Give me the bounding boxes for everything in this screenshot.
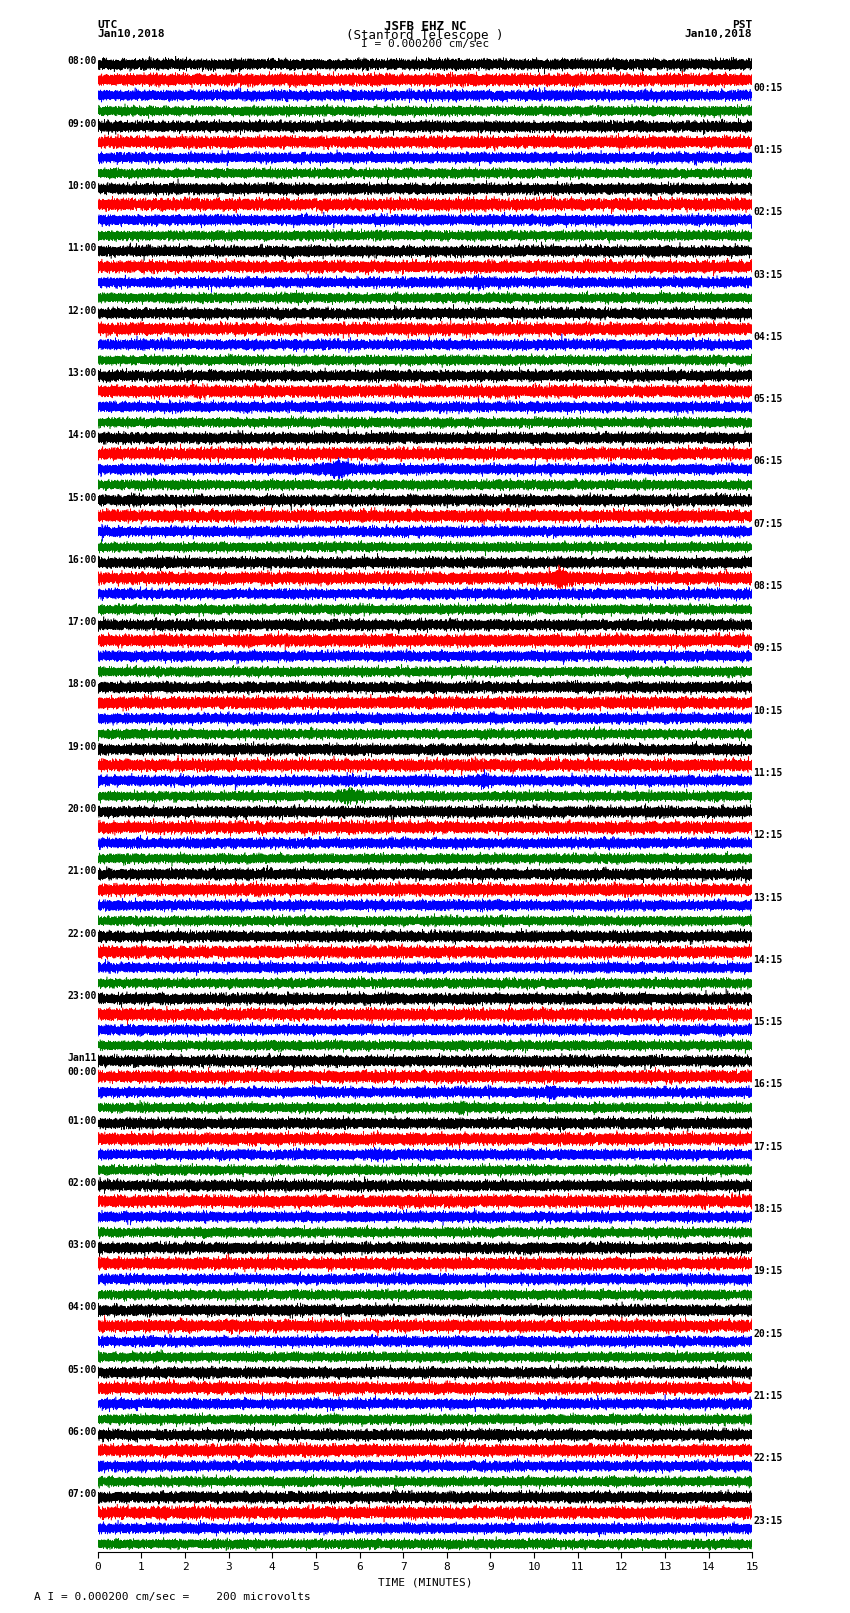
Text: 19:15: 19:15 (754, 1266, 783, 1276)
Text: 14:15: 14:15 (754, 955, 783, 965)
Text: 18:00: 18:00 (67, 679, 96, 689)
Text: 02:00: 02:00 (67, 1177, 96, 1187)
Text: PST: PST (732, 19, 752, 31)
Text: UTC: UTC (98, 19, 118, 31)
Text: (Stanford Telescope ): (Stanford Telescope ) (346, 29, 504, 42)
Text: 05:15: 05:15 (754, 394, 783, 405)
Text: 21:15: 21:15 (754, 1390, 783, 1402)
Text: 03:00: 03:00 (67, 1240, 96, 1250)
Text: 01:00: 01:00 (67, 1116, 96, 1126)
Text: 09:15: 09:15 (754, 644, 783, 653)
Text: 17:00: 17:00 (67, 618, 96, 627)
X-axis label: TIME (MINUTES): TIME (MINUTES) (377, 1578, 473, 1587)
Text: 20:00: 20:00 (67, 805, 96, 815)
Text: I = 0.000200 cm/sec: I = 0.000200 cm/sec (361, 39, 489, 48)
Text: 04:15: 04:15 (754, 332, 783, 342)
Text: 13:00: 13:00 (67, 368, 96, 377)
Text: 23:15: 23:15 (754, 1516, 783, 1526)
Text: 18:15: 18:15 (754, 1203, 783, 1215)
Text: 20:15: 20:15 (754, 1329, 783, 1339)
Text: 15:00: 15:00 (67, 492, 96, 503)
Text: JSFB EHZ NC: JSFB EHZ NC (383, 19, 467, 34)
Text: 13:15: 13:15 (754, 892, 783, 903)
Text: 07:15: 07:15 (754, 519, 783, 529)
Text: 05:00: 05:00 (67, 1365, 96, 1374)
Text: 02:15: 02:15 (754, 206, 783, 218)
Text: 06:00: 06:00 (67, 1428, 96, 1437)
Text: 08:15: 08:15 (754, 581, 783, 590)
Text: 19:00: 19:00 (67, 742, 96, 752)
Text: 22:15: 22:15 (754, 1453, 783, 1463)
Text: 10:15: 10:15 (754, 705, 783, 716)
Text: 17:15: 17:15 (754, 1142, 783, 1152)
Text: 00:15: 00:15 (754, 82, 783, 92)
Text: 11:15: 11:15 (754, 768, 783, 777)
Text: Jan10,2018: Jan10,2018 (98, 29, 165, 39)
Text: 01:15: 01:15 (754, 145, 783, 155)
Text: 23:00: 23:00 (67, 990, 96, 1002)
Text: 06:15: 06:15 (754, 456, 783, 466)
Text: 07:00: 07:00 (67, 1489, 96, 1500)
Text: 22:00: 22:00 (67, 929, 96, 939)
Text: 21:00: 21:00 (67, 866, 96, 876)
Text: 04:00: 04:00 (67, 1303, 96, 1313)
Text: 08:00: 08:00 (67, 56, 96, 66)
Text: Jan10,2018: Jan10,2018 (685, 29, 752, 39)
Text: 15:15: 15:15 (754, 1018, 783, 1027)
Text: A I = 0.000200 cm/sec =    200 microvolts: A I = 0.000200 cm/sec = 200 microvolts (34, 1592, 311, 1602)
Text: Jan11: Jan11 (67, 1053, 96, 1063)
Text: 16:15: 16:15 (754, 1079, 783, 1089)
Text: 16:00: 16:00 (67, 555, 96, 565)
Text: 12:15: 12:15 (754, 831, 783, 840)
Text: 12:00: 12:00 (67, 306, 96, 316)
Text: 11:00: 11:00 (67, 244, 96, 253)
Text: 00:00: 00:00 (67, 1066, 96, 1077)
Text: 03:15: 03:15 (754, 269, 783, 279)
Text: 10:00: 10:00 (67, 181, 96, 190)
Text: 09:00: 09:00 (67, 119, 96, 129)
Text: 14:00: 14:00 (67, 431, 96, 440)
